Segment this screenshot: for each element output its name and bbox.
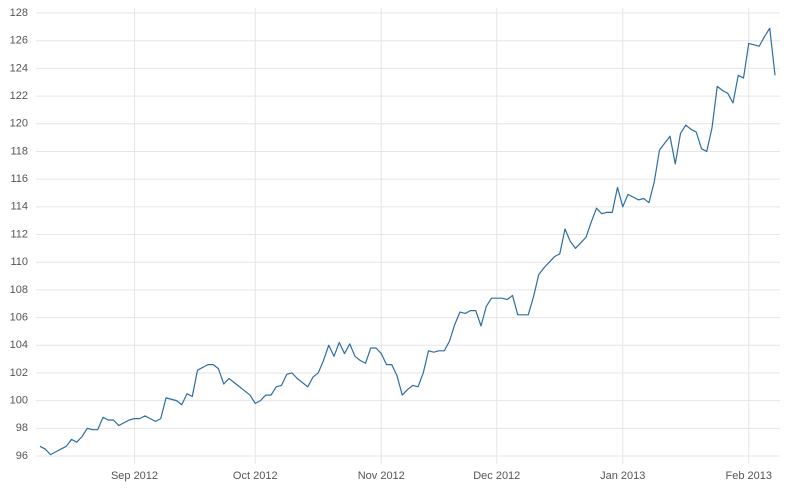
- y-tick-label: 110: [10, 256, 28, 268]
- y-tick-label: 104: [10, 339, 28, 351]
- x-tick-label: Sep 2012: [111, 470, 158, 482]
- x-tick-label: Nov 2012: [358, 470, 405, 482]
- y-tick-label: 128: [10, 7, 28, 19]
- y-tick-label: 100: [10, 395, 28, 407]
- y-tick-label: 112: [10, 228, 28, 240]
- y-tick-label: 126: [10, 35, 28, 47]
- y-tick-label: 116: [10, 173, 28, 185]
- x-tick-label: Oct 2012: [233, 470, 278, 482]
- y-tick-label: 108: [10, 284, 28, 296]
- y-tick-label: 114: [10, 201, 28, 213]
- y-tick-label: 96: [16, 450, 28, 462]
- y-tick-label: 124: [10, 62, 28, 74]
- y-tick-label: 120: [10, 118, 28, 130]
- x-tick-label: Feb 2013: [726, 470, 772, 482]
- y-tick-label: 102: [10, 367, 28, 379]
- y-tick-label: 98: [16, 422, 28, 434]
- x-tick-label: Dec 2012: [473, 470, 520, 482]
- price-line: [39, 27, 776, 456]
- x-tick-label: Jan 2013: [600, 470, 645, 482]
- y-tick-label: 106: [10, 311, 28, 323]
- y-tick-label: 122: [10, 90, 28, 102]
- y-tick-label: 118: [10, 145, 28, 157]
